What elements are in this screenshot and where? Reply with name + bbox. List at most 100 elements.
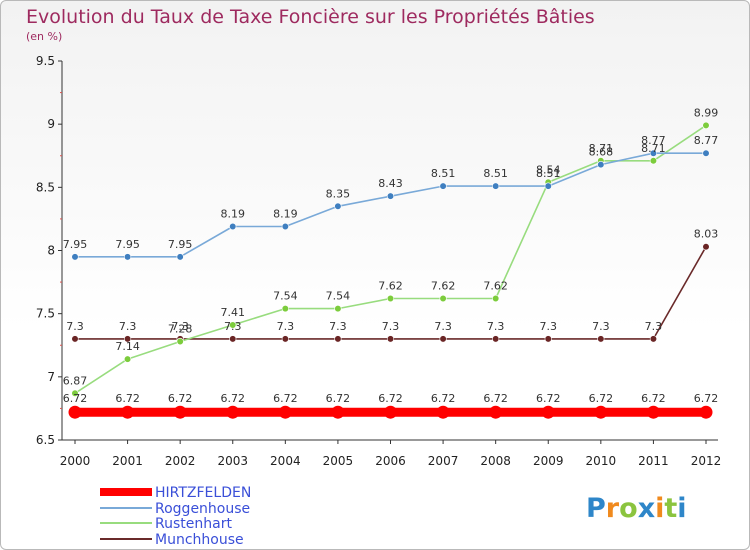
proxiti-logo: Proxiti [586,493,687,524]
data-label: 8.19 [273,207,298,220]
data-point [702,243,710,251]
logo-letter: o [619,493,638,524]
x-tick-label: 2002 [165,454,196,468]
data-label: 8.43 [378,177,403,190]
data-label: 8.77 [694,134,719,147]
data-point [386,192,395,200]
legend: HIRTZFELDENRoggenhouseRustenhartMunchhou… [100,485,251,548]
logo-letter: x [638,493,655,524]
logo-letter: P [586,493,606,524]
data-label: 6.72 [326,392,351,405]
data-point [384,405,397,419]
data-label: 7.14 [115,340,140,353]
y-tick-label: 7.5 [36,307,55,321]
data-point [281,222,289,231]
data-point [492,335,500,343]
data-point [123,253,132,261]
data-label: 6.72 [536,392,561,405]
data-label: 6.72 [273,392,298,405]
x-tick-label: 2005 [323,454,354,468]
data-point [649,335,658,343]
data-label: 6.72 [115,392,140,405]
data-label: 6.72 [431,392,456,405]
data-point [439,294,447,303]
y-tick-label: 8.5 [36,180,55,194]
data-label: 7.3 [224,320,242,333]
data-label: 7.62 [483,280,508,293]
data-label: 7.41 [221,306,246,319]
data-point [544,335,552,343]
data-label: 8.51 [483,167,508,180]
data-label: 7.3 [487,320,505,333]
data-point [68,405,82,419]
data-point [702,121,710,130]
data-point [123,335,132,343]
data-label: 7.62 [431,280,456,293]
y-tick-label: 9 [47,117,55,131]
data-label: 8.54 [536,163,561,176]
data-label: 6.72 [641,392,666,405]
x-tick-label: 2004 [270,454,301,468]
data-point [71,389,79,397]
data-point [439,335,447,343]
data-label: 7.62 [378,280,403,293]
data-label: 7.95 [168,238,193,251]
x-tick-label: 2011 [638,454,669,468]
series-line [74,124,707,394]
data-point [597,335,605,343]
data-point [699,405,713,419]
data-point [334,202,342,210]
data-label: 7.28 [168,322,193,335]
x-tick-label: 2012 [691,454,722,468]
y-tick-label: 8 [47,244,55,258]
x-tick-label: 2009 [533,454,564,468]
data-label: 6.72 [378,392,403,405]
data-label: 7.3 [66,320,84,333]
logo-letter: i [655,493,664,524]
data-label: 7.3 [592,320,610,333]
x-tick-label: 2001 [112,454,143,468]
x-tick-label: 2006 [375,454,406,468]
data-point [331,405,345,419]
data-point [226,405,240,419]
data-label: 7.95 [63,238,88,251]
data-label: 8.71 [641,142,666,155]
legend-label: Rustenhart [155,516,232,532]
data-label: 7.3 [645,320,663,333]
x-tick-label: 2010 [586,454,617,468]
data-label: 6.72 [589,392,614,405]
chart-subtitle: (en %) [26,30,62,43]
data-point [492,294,500,303]
y-tick-label: 6.5 [36,433,55,447]
data-point [594,405,608,419]
data-label: 7.3 [171,320,189,333]
data-point [71,335,79,343]
data-point [436,405,450,419]
data-point [121,405,135,419]
data-label: 7.54 [273,290,298,303]
data-label: 8.35 [326,187,351,200]
legend-label: Roggenhouse [155,501,250,517]
y-tick-label: 9.5 [36,54,55,68]
data-point [702,149,710,157]
data-label: 7.3 [329,320,347,333]
chart-title: Evolution du Taux de Taxe Foncière sur l… [26,6,595,28]
data-label: 7.54 [326,290,351,303]
data-point [544,182,552,190]
data-point [334,305,342,313]
data-point [281,335,289,343]
series-lines [68,121,713,419]
data-label: 6.87 [63,374,88,387]
legend-label: HIRTZFELDEN [155,485,251,501]
data-label: 6.72 [168,392,193,405]
data-point [278,405,292,419]
data-label: 7.3 [434,320,452,333]
data-point [229,222,237,231]
data-point [386,335,395,343]
data-label: 6.72 [63,392,88,405]
logo-letter: r [606,493,620,524]
data-label: 8.99 [694,106,719,119]
x-tick-label: 2000 [60,454,91,468]
data-point [646,405,660,419]
